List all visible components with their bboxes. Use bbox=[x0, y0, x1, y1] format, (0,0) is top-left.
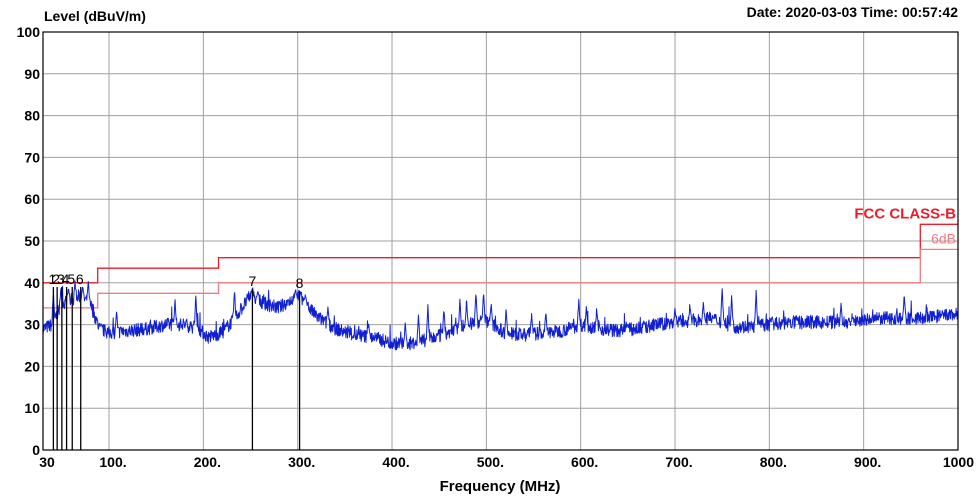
x-tick-label: 800. bbox=[760, 454, 787, 470]
x-tick-label: 900. bbox=[854, 454, 881, 470]
x-tick-label: 1000 bbox=[943, 454, 974, 470]
x-tick-label: 300. bbox=[288, 454, 315, 470]
y-axis-ticks: 0 10 20 30 40 50 60 70 80 90 100 bbox=[17, 24, 41, 458]
y-tick-label: 50 bbox=[24, 233, 40, 249]
y-tick-label: 60 bbox=[24, 191, 40, 207]
x-axis-label: Frequency (MHz) bbox=[440, 478, 561, 495]
marker-label-7: 7 bbox=[249, 273, 257, 289]
limit-label-6db: 6dB bbox=[931, 230, 956, 246]
series bbox=[42, 280, 959, 351]
limit-label-fcc-class-b: FCC CLASS-B bbox=[854, 205, 956, 222]
y-tick-label: 10 bbox=[24, 400, 40, 416]
marker-label-4: 4 bbox=[62, 271, 70, 287]
limit-line-fcc-class-b bbox=[43, 223, 958, 284]
y-tick-label: 20 bbox=[24, 358, 40, 374]
marker-label-8: 8 bbox=[296, 275, 304, 291]
y-tick-label: 30 bbox=[24, 317, 40, 333]
x-tick-label: 100. bbox=[99, 454, 126, 470]
limit-lines: FCC CLASS-B 6dB bbox=[43, 205, 958, 309]
y-tick-label: 90 bbox=[24, 66, 40, 82]
x-axis-ticks: 30 100. 200. 300. 400. 500. 600. 700. 800. 900. 10… bbox=[39, 454, 974, 470]
date-time-stamp: Date: 2020-03-03 Time: 00:57:42 bbox=[747, 4, 959, 20]
y-tick-label: 70 bbox=[24, 149, 40, 165]
measurement-trace bbox=[42, 280, 959, 351]
marker-label-1: 1 bbox=[48, 271, 56, 287]
x-tick-label: 200. bbox=[194, 454, 221, 470]
marker-label-5: 5 bbox=[67, 271, 75, 287]
x-tick-label: 30 bbox=[39, 454, 55, 470]
y-tick-label: 40 bbox=[24, 275, 40, 291]
x-tick-label: 500. bbox=[477, 454, 504, 470]
y-tick-label: 100 bbox=[17, 24, 41, 40]
x-tick-label: 400. bbox=[382, 454, 409, 470]
plot-frame bbox=[42, 31, 959, 451]
x-tick-label: 700. bbox=[665, 454, 692, 470]
marker-label-2: 2 bbox=[52, 271, 60, 287]
marker-label-3: 3 bbox=[57, 271, 65, 287]
y-tick-label: 80 bbox=[24, 108, 40, 124]
x-tick-label: 600. bbox=[571, 454, 598, 470]
y-axis-label: Level (dBuV/m) bbox=[44, 8, 146, 24]
marker-label-6: 6 bbox=[76, 271, 84, 287]
limit-line-margin-6db bbox=[43, 248, 958, 309]
y-tick-label: 0 bbox=[32, 442, 40, 458]
